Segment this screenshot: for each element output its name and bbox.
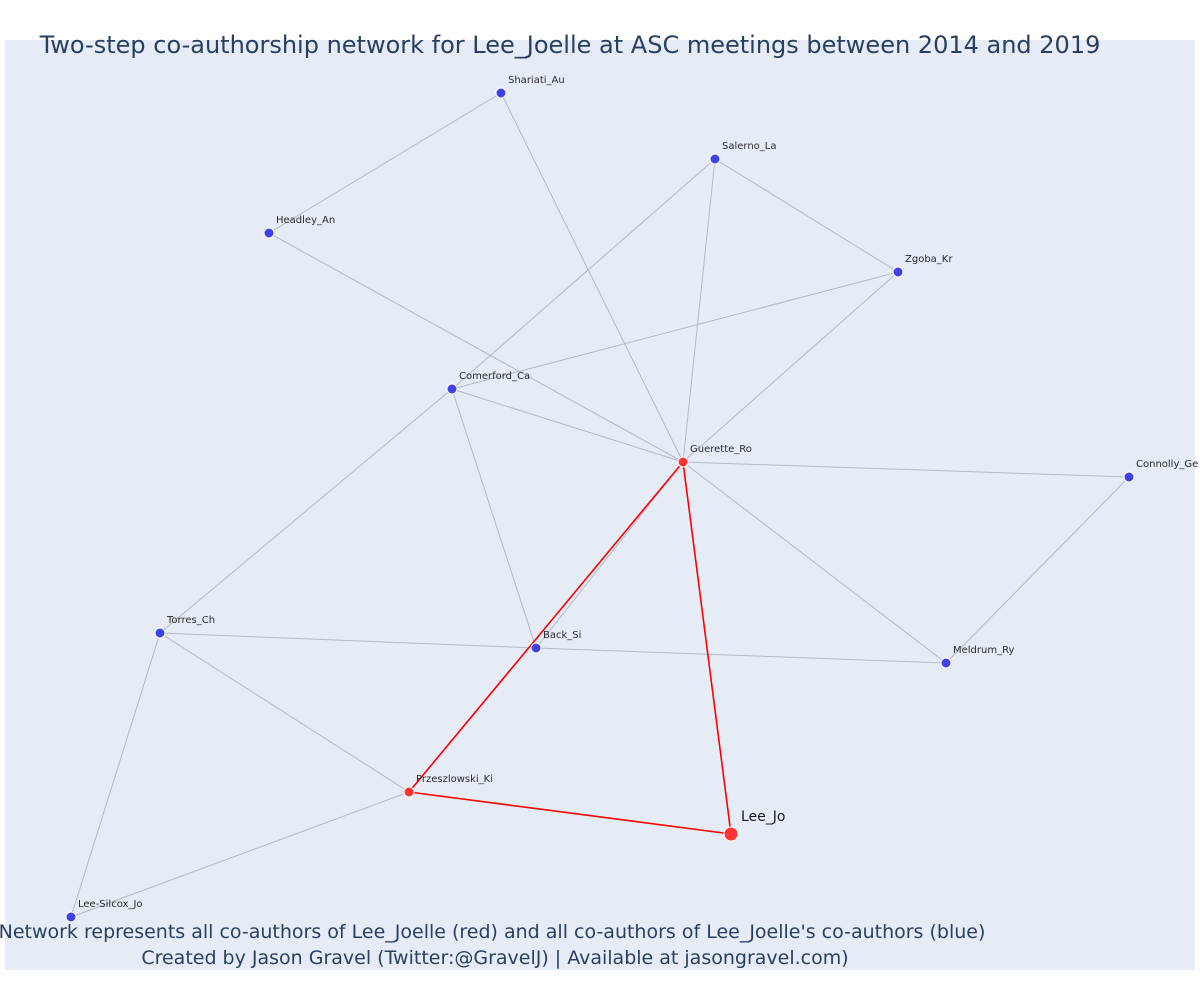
node-label-Torres_Ch: Torres_Ch [166,615,215,626]
node-label-Lee-Silcox_Jo: Lee-Silcox_Jo [78,899,143,910]
edge-Comerford_Ca-Torres_Ch [159,388,453,634]
node-label-Salerno_La: Salerno_La [722,141,777,152]
node-label-Comerford_Ca: Comerford_Ca [459,371,530,382]
edge-Salerno_La-Comerford_Ca [451,158,716,390]
node-label-Zgoba_Kr: Zgoba_Kr [905,254,953,265]
edge-Lee_Jo-Guerette_Ro [682,461,732,835]
edge-Zgoba_Kr-Comerford_Ca [451,271,899,390]
edge-Comerford_Ca-Guerette_Ro [451,388,684,463]
edge-Guerette_Ro-Back_Si [535,461,684,649]
edge-Torres_Ch-Back_Si [159,632,537,649]
node-label-Headley_An: Headley_An [276,215,335,226]
node-label-Przeszlowski_Ki: Przeszlowski_Ki [416,774,493,785]
node-Back_Si[interactable] [530,642,542,654]
node-Headley_An[interactable] [263,227,275,239]
edge-Przeszlowski_Ki-Guerette_Ro [408,461,684,793]
node-label-Lee_Jo: Lee_Jo [741,809,785,825]
node-Zgoba_Kr[interactable] [892,266,904,278]
chart-title: Two-step co-authorship network for Lee_J… [39,31,1101,59]
edge-Lee_Jo-Przeszlowski_Ki [408,791,732,835]
edge-Torres_Ch-Lee-Silcox_Jo [70,632,161,918]
labels-layer: Lee_Jo Guerette_Ro Przeszlowski_Ki Shariati… [78,75,1198,910]
node-Torres_Ch[interactable] [154,627,166,639]
caption-line-2: Created by Jason Gravel (Twitter:@Gravel… [141,947,848,969]
edge-Guerette_Ro-Connolly_Ge [682,461,1130,478]
edge-Shariati_Au-Guerette_Ro [500,92,684,463]
edge-Torres_Ch-Przeszlowski_Ki [159,632,410,793]
edge-Headley_An-Guerette_Ro [268,232,684,463]
edge-Connolly_Ge-Meldrum_Ry [945,476,1130,664]
edge-Zgoba_Kr-Guerette_Ro [682,271,899,463]
edges-layer [70,92,1130,918]
node-Lee_Jo[interactable] [723,826,739,842]
node-Meldrum_Ry[interactable] [940,657,952,669]
plot-background [5,40,1195,970]
node-Guerette_Ro[interactable] [677,456,689,468]
node-Connolly_Ge[interactable] [1123,471,1135,483]
edge-Back_Si-Meldrum_Ry [535,647,947,664]
edge-Przeszlowski_Ki-Lee-Silcox_Jo [70,791,410,918]
node-Salerno_La[interactable] [709,153,721,165]
edge-Salerno_La-Zgoba_Kr [714,158,899,273]
edge-Shariati_Au-Headley_An [268,92,502,234]
caption-line-1: Network represents all co-authors of Lee… [0,921,985,943]
node-label-Meldrum_Ry: Meldrum_Ry [953,645,1014,656]
node-label-Guerette_Ro: Guerette_Ro [690,444,752,455]
edge-Guerette_Ro-Meldrum_Ry [682,461,947,664]
node-Przeszlowski_Ki[interactable] [403,786,415,798]
node-label-Back_Si: Back_Si [543,630,581,641]
nodes-layer [65,87,1135,923]
node-Comerford_Ca[interactable] [446,383,458,395]
edge-Salerno_La-Guerette_Ro [682,158,716,463]
node-label-Connolly_Ge: Connolly_Ge [1136,459,1198,470]
node-label-Shariati_Au: Shariati_Au [508,75,565,86]
node-Lee-Silcox_Jo[interactable] [65,911,77,923]
edge-Comerford_Ca-Back_Si [451,388,537,649]
node-Shariati_Au[interactable] [495,87,507,99]
